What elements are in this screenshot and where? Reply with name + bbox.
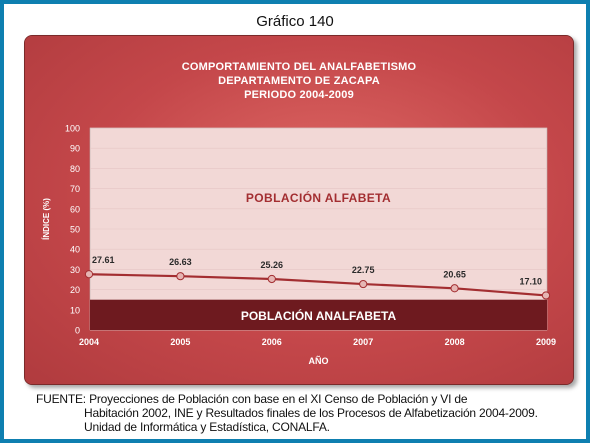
series-line [88, 273, 547, 297]
source-note-line-3: Unidad de Informática y Estadística, CON… [84, 420, 330, 434]
x-tick-label-2004: 2004 [79, 337, 99, 347]
y-tick-label-20: 20 [70, 285, 80, 295]
alfabeta-area-label: POBLACIÓN ALFABETA [246, 190, 391, 205]
chart-title-line-1: COMPORTAMIENTO DEL ANALFABETISMO [181, 61, 417, 73]
chart-panel: COMPORTAMIENTO DEL ANALFABETISMO DEPARTA… [24, 35, 574, 385]
y-tick-label-80: 80 [70, 164, 80, 174]
y-tick-label-40: 40 [70, 245, 80, 255]
x-tick-label-2007: 2007 [353, 337, 373, 347]
line-chart: POBLACIÓN ANALFABETA POBLACIÓN ALFABETA … [42, 124, 556, 367]
data-label-2004: 27.61 [92, 255, 115, 265]
source-note-line-1: FUENTE: Proyecciones de Población con ba… [36, 392, 468, 406]
y-tick-label-0: 0 [75, 326, 80, 336]
data-label-2007: 22.75 [352, 265, 375, 275]
chart-title: COMPORTAMIENTO DEL ANALFABETISMO DEPARTA… [25, 60, 573, 102]
chart-title-line-2: DEPARTAMENTO DE ZACAPA [218, 75, 380, 87]
y-tick-label-70: 70 [70, 184, 80, 194]
data-label-2009: 17.10 [519, 276, 542, 286]
data-point-2008 [450, 284, 459, 293]
y-tick-label-30: 30 [70, 265, 80, 275]
analfabeta-band [90, 299, 547, 330]
x-axis-label: AÑO [309, 356, 329, 366]
y-tick-label-10: 10 [70, 305, 80, 315]
x-axis-ticks: 2004 2005 2006 2007 2008 2009 [79, 337, 556, 347]
x-tick-label-2008: 2008 [445, 337, 465, 347]
y-tick-label-90: 90 [70, 144, 80, 154]
data-point-2006 [267, 274, 276, 284]
data-labels: 27.61 26.63 25.26 22.75 20.65 17.10 [92, 255, 542, 286]
data-point-2009 [541, 291, 551, 300]
data-points [84, 270, 551, 300]
y-axis-label: ÍNDICE (%) [42, 198, 51, 240]
source-note: FUENTE: Proyecciones de Población con ba… [36, 392, 583, 434]
data-point-2007 [359, 279, 368, 289]
data-label-2006: 25.26 [261, 260, 284, 270]
y-tick-label-100: 100 [65, 124, 80, 134]
x-tick-label-2005: 2005 [170, 337, 190, 347]
y-tick-label-60: 60 [70, 204, 80, 214]
y-tick-label-50: 50 [70, 225, 80, 235]
x-tick-label-2006: 2006 [262, 337, 282, 347]
data-label-2005: 26.63 [169, 257, 192, 267]
figure-caption: Gráfico 140 [256, 13, 334, 30]
x-tick-label-2009: 2009 [536, 337, 556, 347]
chart-title-line-3: PERIODO 2004-2009 [244, 89, 354, 101]
source-note-line-2: Habitación 2002, INE y Resultados finale… [84, 406, 538, 420]
data-point-2005 [176, 272, 185, 281]
data-label-2008: 20.65 [443, 269, 466, 279]
data-point-2004 [84, 270, 94, 279]
analfabeta-band-label: POBLACIÓN ANALFABETA [241, 308, 397, 323]
y-axis-ticks: 0 10 20 30 40 50 60 70 80 90 100 [65, 124, 80, 336]
